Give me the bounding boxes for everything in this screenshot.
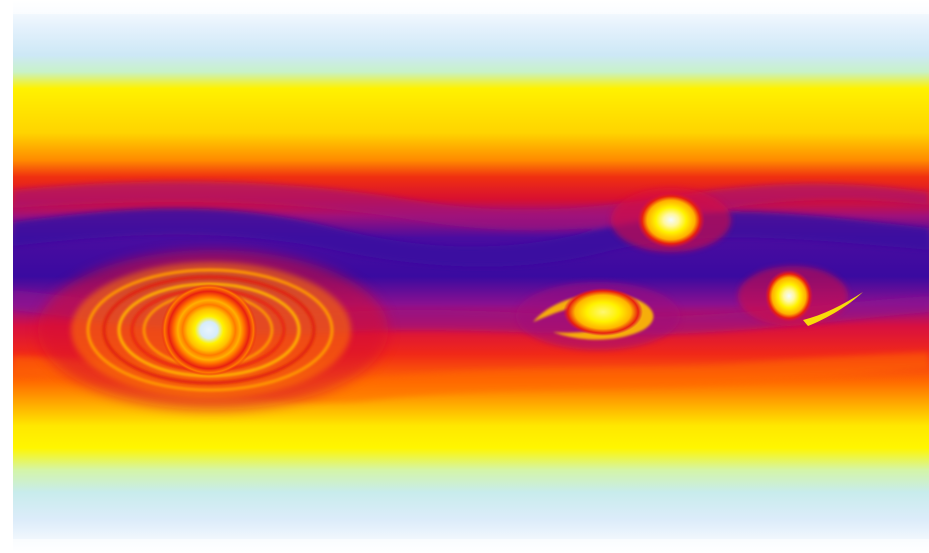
upper-right-vortex [611, 188, 731, 252]
vortex-field-image [13, 0, 929, 553]
middle-right-vortex [516, 282, 680, 350]
large-vortex [38, 250, 388, 410]
far-right-vortex [738, 266, 863, 326]
bottom-fade [13, 539, 929, 553]
top-fade [13, 0, 929, 14]
